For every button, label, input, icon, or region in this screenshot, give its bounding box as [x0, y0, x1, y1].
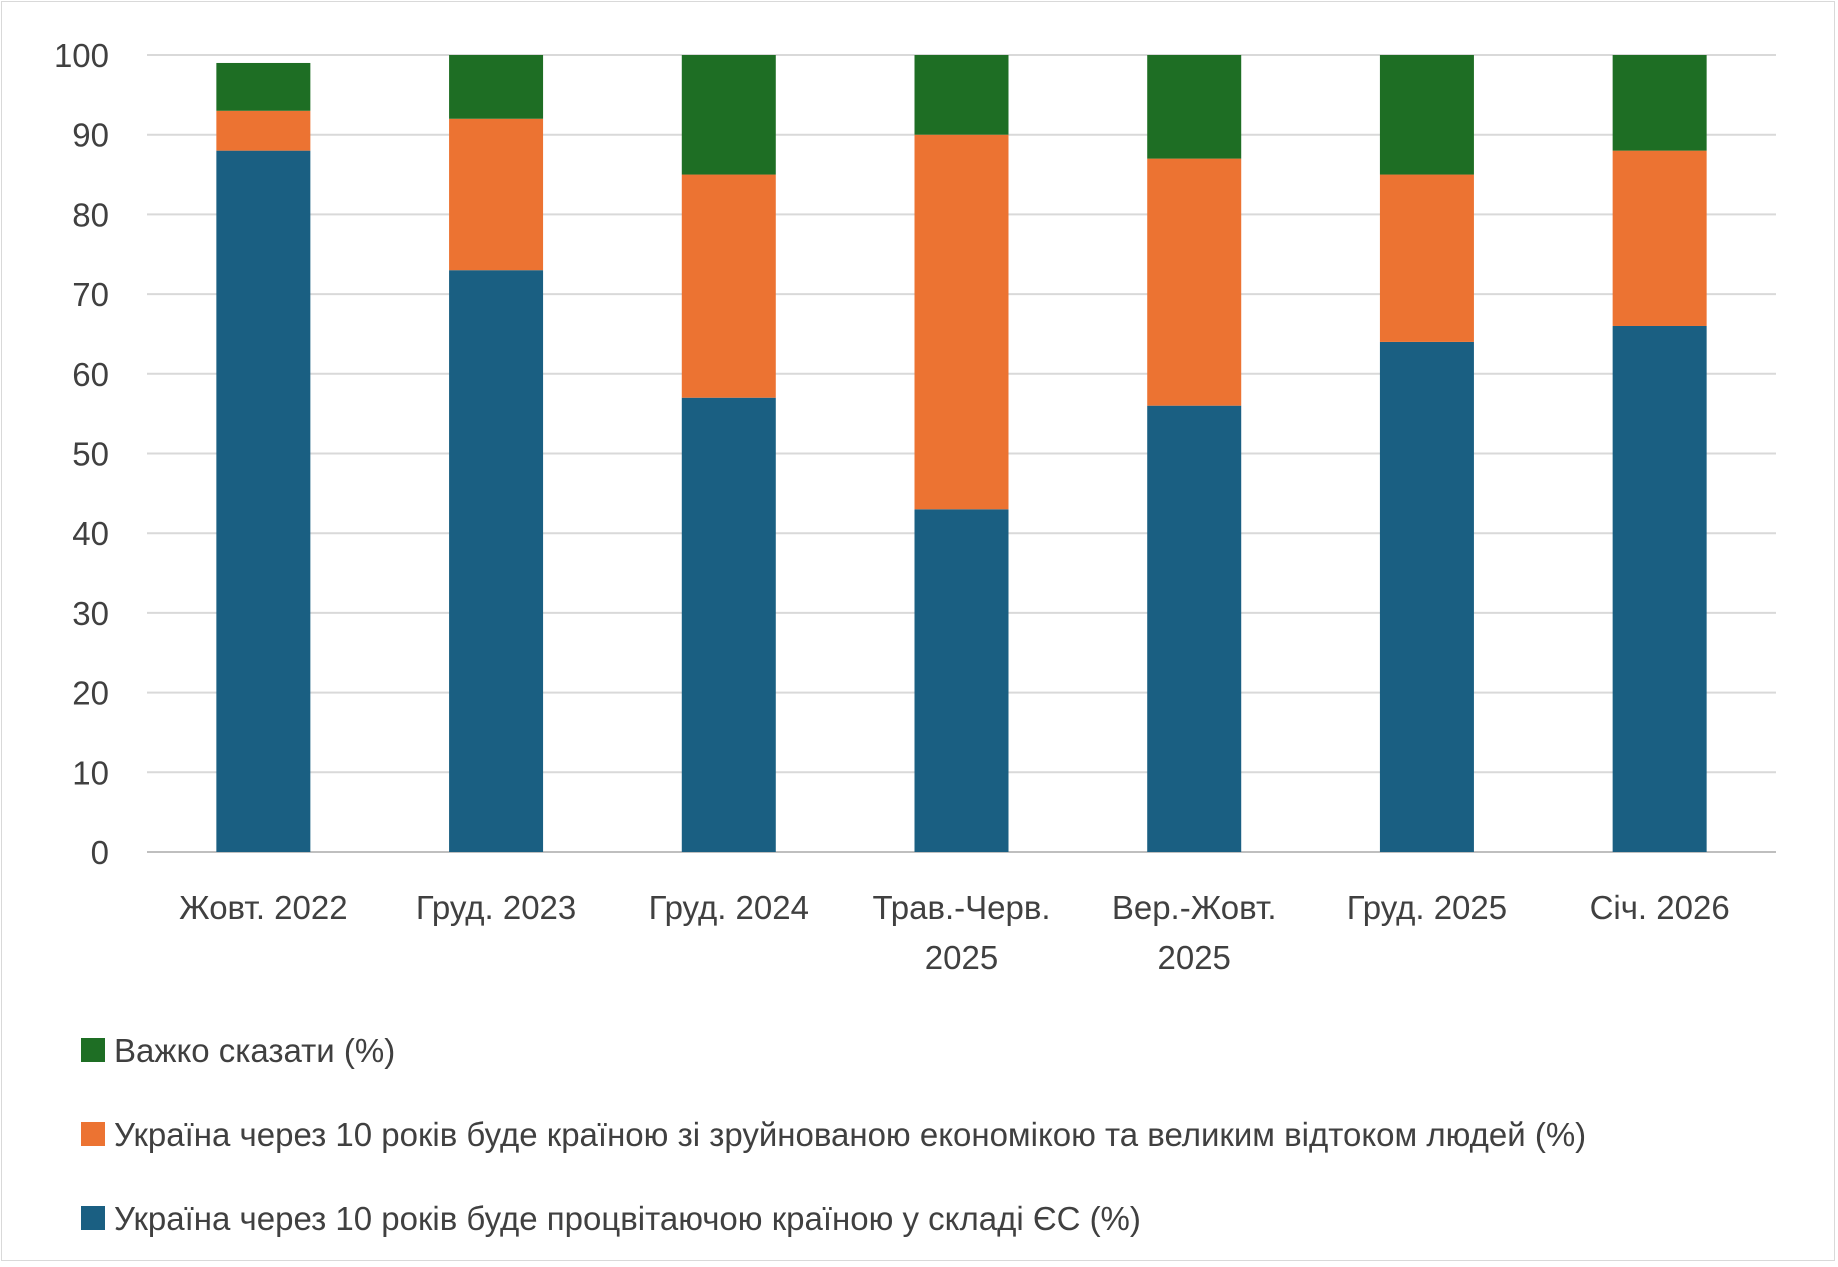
y-tick-label: 100	[54, 37, 109, 74]
y-tick-label: 30	[72, 595, 109, 632]
y-tick-label: 40	[72, 515, 109, 552]
bar-segment-series-0-cat-1	[449, 270, 544, 852]
bar-segment-series-2-cat-2	[681, 55, 776, 175]
bar-segment-series-1-cat-3	[914, 134, 1009, 510]
x-category-label: Січ. 2026	[1590, 889, 1730, 926]
y-tick-label: 50	[72, 436, 109, 473]
legend-swatch	[81, 1122, 105, 1146]
x-axis-category-labels: Жовт. 2022 Груд. 2023 Груд. 2024 Трав.-Черв…	[179, 889, 1730, 976]
bar-segment-series-2-cat-4	[1147, 55, 1242, 159]
bar-segment-series-1-cat-1	[449, 118, 544, 271]
y-tick-label: 20	[72, 675, 109, 712]
y-axis-tick-labels: 0 10 20 30 40 50 60 70 80 90 100	[54, 37, 109, 871]
x-category-label: Трав.-Черв.	[872, 889, 1050, 926]
bar-segment-series-2-cat-3	[914, 55, 1009, 135]
bar-segment-series-0-cat-5	[1379, 341, 1474, 852]
x-category-label: 2025	[925, 939, 998, 976]
bar-segment-series-0-cat-0	[216, 150, 311, 852]
bar-segment-series-2-cat-1	[449, 55, 544, 119]
legend: Важко сказати (%) Україна через 10 років …	[81, 1032, 1586, 1237]
y-tick-label: 70	[72, 276, 109, 313]
bar-segment-series-2-cat-0	[216, 62, 311, 111]
legend-label: Важко сказати (%)	[114, 1032, 395, 1069]
bar-segment-series-1-cat-6	[1612, 150, 1707, 326]
x-category-label: Жовт. 2022	[179, 889, 347, 926]
y-tick-label: 60	[72, 356, 109, 393]
bar-segment-series-0-cat-4	[1147, 405, 1242, 852]
x-category-label: Груд. 2024	[649, 889, 809, 926]
bars	[216, 55, 1707, 853]
bar-segment-series-0-cat-3	[914, 509, 1009, 852]
y-tick-label: 80	[72, 196, 109, 233]
bar-segment-series-1-cat-5	[1379, 174, 1474, 342]
legend-swatch	[81, 1038, 105, 1062]
legend-swatch	[81, 1206, 105, 1230]
y-tick-label: 10	[72, 754, 109, 791]
x-category-label: 2025	[1158, 939, 1231, 976]
legend-label: Україна через 10 років буде країною зі з…	[114, 1116, 1586, 1153]
x-category-label: Вер.-Жовт.	[1112, 889, 1277, 926]
bar-segment-series-2-cat-5	[1379, 55, 1474, 175]
bar-segment-series-1-cat-2	[681, 174, 776, 398]
bar-segment-series-0-cat-2	[681, 397, 776, 852]
legend-label: Україна через 10 років буде процвітаючою…	[114, 1200, 1141, 1237]
bar-segment-series-2-cat-6	[1612, 55, 1707, 151]
bar-segment-series-1-cat-0	[216, 110, 311, 151]
y-tick-label: 0	[91, 834, 109, 871]
y-tick-label: 90	[72, 117, 109, 154]
x-category-label: Груд. 2025	[1347, 889, 1507, 926]
bar-segment-series-1-cat-4	[1147, 158, 1242, 406]
x-category-label: Груд. 2023	[416, 889, 576, 926]
bar-segment-series-0-cat-6	[1612, 325, 1707, 853]
